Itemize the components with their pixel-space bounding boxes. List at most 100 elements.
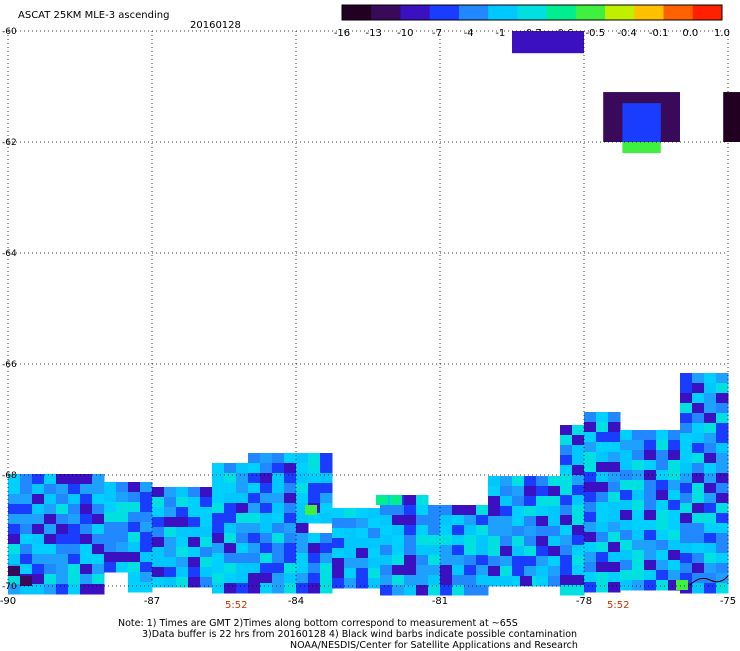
data-cell	[680, 443, 693, 454]
data-cell	[260, 523, 273, 534]
data-cell	[68, 474, 81, 485]
time-label-right: 5:52	[607, 600, 630, 611]
data-cell	[572, 535, 585, 546]
data-cell	[20, 484, 33, 495]
data-cell	[344, 548, 357, 559]
data-cell	[80, 574, 93, 585]
data-cell	[320, 463, 333, 474]
data-cell	[668, 540, 681, 551]
data-cell	[464, 565, 477, 576]
data-cell	[140, 492, 153, 503]
data-cell	[308, 573, 321, 584]
data-cell	[284, 453, 297, 464]
data-cell	[620, 430, 633, 441]
data-cell	[308, 583, 321, 594]
data-cell	[308, 543, 321, 554]
data-cell	[8, 544, 21, 555]
colorbar-segment	[371, 5, 401, 20]
data-cell	[692, 523, 705, 534]
data-cell	[296, 513, 309, 524]
data-cell	[200, 487, 213, 498]
data-cell	[488, 526, 501, 537]
data-cell	[200, 527, 213, 538]
data-cell	[548, 526, 561, 537]
data-cell	[248, 553, 261, 564]
data-cell	[44, 484, 57, 495]
data-cell	[68, 584, 81, 595]
data-cell	[572, 435, 585, 446]
data-cell	[236, 553, 249, 564]
data-cell	[260, 483, 273, 494]
data-cell	[164, 487, 177, 498]
data-cell	[596, 582, 609, 593]
data-cell	[488, 496, 501, 507]
data-cell	[500, 476, 513, 487]
data-cell	[188, 567, 201, 578]
data-cell	[284, 563, 297, 574]
data-cell	[692, 533, 705, 544]
data-cell	[92, 574, 105, 585]
y-tick-label: -62	[2, 138, 17, 148]
data-cell	[332, 568, 345, 579]
data-cell	[20, 474, 33, 485]
data-cell	[188, 487, 201, 498]
data-cell	[512, 576, 525, 587]
data-cell	[92, 494, 105, 505]
data-cell	[344, 528, 357, 539]
data-cell	[500, 506, 513, 517]
data-cell	[608, 492, 621, 503]
data-cell	[704, 493, 717, 504]
data-cell	[320, 493, 333, 504]
data-cell	[140, 552, 153, 563]
data-cell	[608, 472, 621, 483]
data-cell	[224, 473, 237, 484]
data-cell	[476, 575, 489, 586]
data-cell	[236, 573, 249, 584]
data-cell	[8, 514, 21, 525]
y-tick-label: -60	[2, 27, 17, 37]
data-cell	[224, 563, 237, 574]
data-cell	[716, 483, 729, 494]
data-cell	[716, 413, 729, 424]
data-cell	[644, 480, 657, 491]
colorbar-segment	[634, 5, 665, 20]
data-cell	[512, 546, 525, 557]
data-cell	[32, 484, 45, 495]
data-region	[622, 103, 661, 142]
y-tick-label: -66	[2, 360, 17, 370]
data-cell	[152, 547, 165, 558]
data-cell	[44, 494, 57, 505]
data-cell	[476, 565, 489, 576]
data-cell	[260, 583, 273, 594]
data-cell	[8, 504, 21, 515]
data-cell	[464, 515, 477, 526]
data-cell	[32, 534, 45, 545]
data-cell	[548, 566, 561, 577]
data-cell	[404, 575, 417, 586]
data-cell	[572, 515, 585, 526]
data-cell	[32, 524, 45, 535]
data-cell	[212, 513, 225, 524]
data-cell	[608, 502, 621, 513]
data-region	[723, 92, 740, 142]
data-cell	[620, 490, 633, 501]
data-cell	[608, 412, 621, 423]
data-cell	[80, 474, 93, 485]
data-cell	[44, 504, 57, 515]
data-cell	[620, 580, 633, 591]
data-cell	[308, 463, 321, 474]
data-cell	[320, 473, 333, 484]
data-cell	[668, 480, 681, 491]
colorbar-frame	[341, 4, 723, 21]
data-cell	[596, 512, 609, 523]
data-cell	[716, 373, 729, 384]
data-cell	[200, 497, 213, 508]
data-cell	[680, 493, 693, 504]
data-cell	[284, 493, 297, 504]
data-cell	[248, 583, 261, 594]
data-cell	[32, 574, 45, 585]
data-cell	[620, 500, 633, 511]
data-cell	[404, 585, 417, 596]
x-tick-label: -84	[288, 596, 304, 607]
data-cell	[224, 493, 237, 504]
